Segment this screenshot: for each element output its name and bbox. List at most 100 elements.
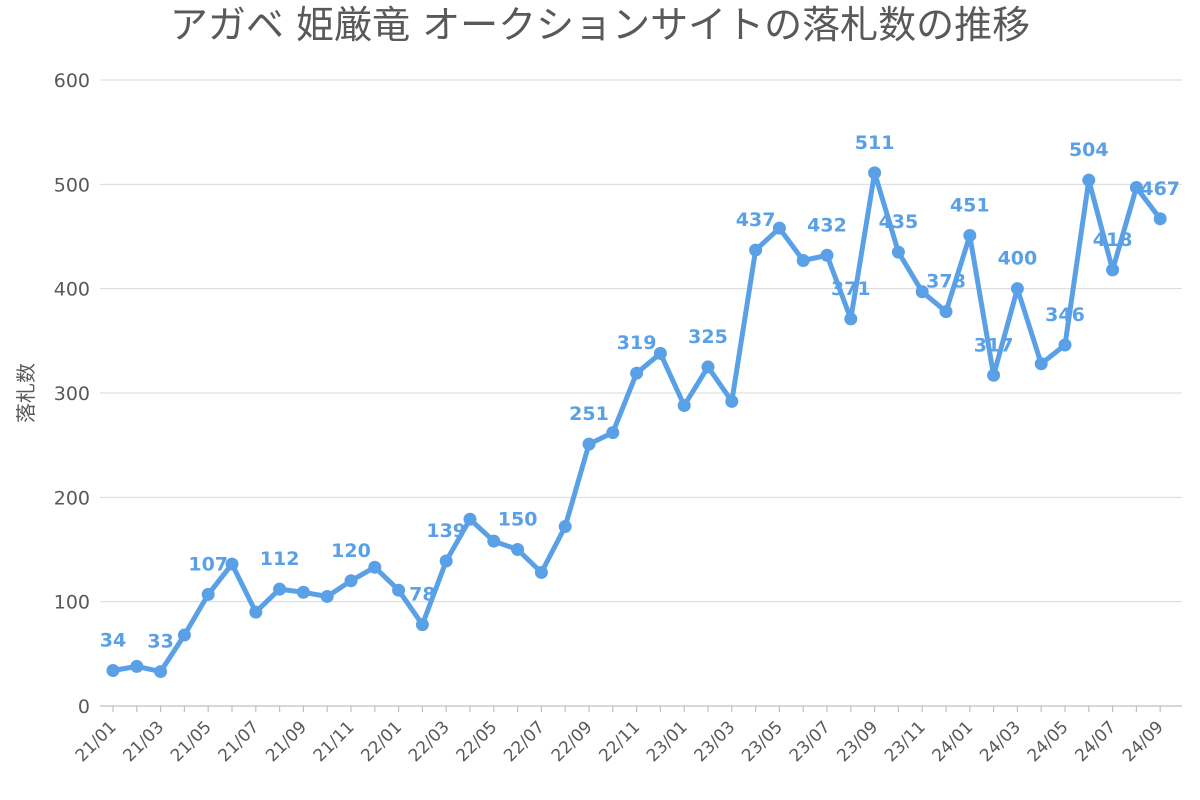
x-tick-label: 21/03 [119, 717, 168, 766]
gridlines [100, 79, 1182, 707]
data-label: 437 [736, 209, 776, 231]
x-tick-label: 24/07 [1071, 717, 1120, 766]
y-tick-label: 100 [54, 592, 90, 614]
data-point [106, 664, 120, 678]
data-point [1106, 263, 1120, 277]
data-label: 78 [409, 584, 435, 606]
data-label: 504 [1069, 139, 1109, 161]
chart-title: アガベ 姫厳竜 オークションサイトの落札数の推移 [170, 3, 1030, 47]
data-label: 378 [926, 271, 966, 293]
data-point [868, 166, 882, 180]
data-point [1010, 282, 1024, 296]
data-labels: 34 33 107 112 120 78 139 150 251 319 325 437 432 371 5… [100, 132, 1180, 653]
data-point [582, 437, 596, 451]
data-point [963, 228, 977, 242]
data-point [796, 253, 810, 267]
y-axis-ticks: 0 100 200 300 400 500 600 [54, 70, 90, 718]
data-label: 120 [331, 540, 371, 562]
y-tick-label: 0 [78, 696, 90, 718]
data-label: 107 [188, 553, 228, 575]
data-label: 319 [617, 332, 657, 354]
data-label: 371 [831, 278, 871, 300]
x-tick-label: 24/09 [1119, 717, 1168, 766]
data-point [987, 368, 1001, 382]
data-point [439, 554, 453, 568]
x-tick-label: 21/07 [215, 717, 264, 766]
x-tick-label: 22/11 [595, 717, 644, 766]
data-point [511, 543, 525, 556]
data-label: 150 [498, 509, 538, 531]
data-point [653, 346, 667, 360]
data-point [415, 618, 429, 632]
data-point [154, 665, 168, 679]
x-tick-label: 21/01 [72, 717, 121, 766]
data-label: 317 [974, 334, 1014, 356]
x-tick-label: 22/07 [500, 717, 549, 766]
x-tick-label: 22/09 [548, 717, 597, 766]
data-point [320, 589, 334, 603]
data-point [177, 628, 191, 642]
x-tick-label: 21/09 [262, 717, 311, 766]
data-point [630, 366, 644, 380]
data-label: 435 [879, 211, 919, 233]
data-label: 418 [1093, 229, 1133, 251]
y-tick-label: 200 [54, 487, 90, 509]
y-tick-label: 400 [54, 279, 90, 301]
x-tick-label: 23/09 [833, 717, 882, 766]
data-label: 400 [998, 248, 1038, 270]
data-point [606, 426, 620, 440]
data-label: 251 [569, 403, 609, 425]
data-label: 34 [100, 630, 126, 652]
y-tick-label: 300 [54, 383, 90, 405]
data-label: 467 [1140, 178, 1180, 200]
data-points [106, 166, 1167, 679]
data-point [939, 305, 953, 319]
data-label: 432 [807, 214, 847, 236]
x-tick-label: 23/01 [643, 717, 692, 766]
data-point [701, 360, 715, 374]
x-tick-label: 21/11 [310, 717, 359, 766]
data-point [487, 534, 501, 548]
data-point [225, 557, 239, 571]
x-tick-label: 22/05 [453, 717, 502, 766]
data-label: 511 [855, 132, 895, 154]
x-tick-label: 23/05 [738, 717, 787, 766]
data-point [749, 243, 763, 257]
y-axis-label: 落札数 [14, 363, 38, 423]
data-point [368, 560, 382, 574]
data-point [249, 605, 263, 619]
data-point [772, 221, 786, 235]
data-point [558, 520, 572, 534]
data-point [891, 245, 905, 259]
x-tick-label: 23/07 [786, 717, 835, 766]
y-tick-label: 500 [54, 174, 90, 196]
data-label: 346 [1045, 304, 1085, 326]
data-point [130, 659, 144, 673]
x-axis-ticks: 21/0121/0321/0521/0721/0921/1122/0122/03… [72, 706, 1168, 766]
data-point [677, 399, 691, 413]
data-point [296, 585, 310, 599]
data-label: 139 [426, 520, 466, 542]
data-point [915, 285, 929, 299]
x-tick-label: 23/03 [691, 717, 740, 766]
data-point [1082, 173, 1096, 187]
data-label: 33 [147, 631, 173, 653]
data-label: 451 [950, 194, 990, 216]
data-point [844, 312, 858, 326]
x-tick-label: 23/11 [881, 717, 930, 766]
y-tick-label: 600 [54, 70, 90, 92]
data-point [344, 574, 358, 588]
data-point [201, 587, 215, 601]
x-tick-label: 24/01 [929, 717, 978, 766]
data-point [1129, 180, 1143, 194]
data-point [463, 512, 477, 526]
x-tick-label: 24/03 [976, 717, 1025, 766]
x-tick-label: 22/01 [357, 717, 406, 766]
data-point [725, 394, 739, 408]
data-point [1153, 212, 1167, 226]
data-label: 325 [688, 326, 728, 348]
data-point [534, 565, 548, 579]
data-label: 112 [260, 548, 300, 570]
